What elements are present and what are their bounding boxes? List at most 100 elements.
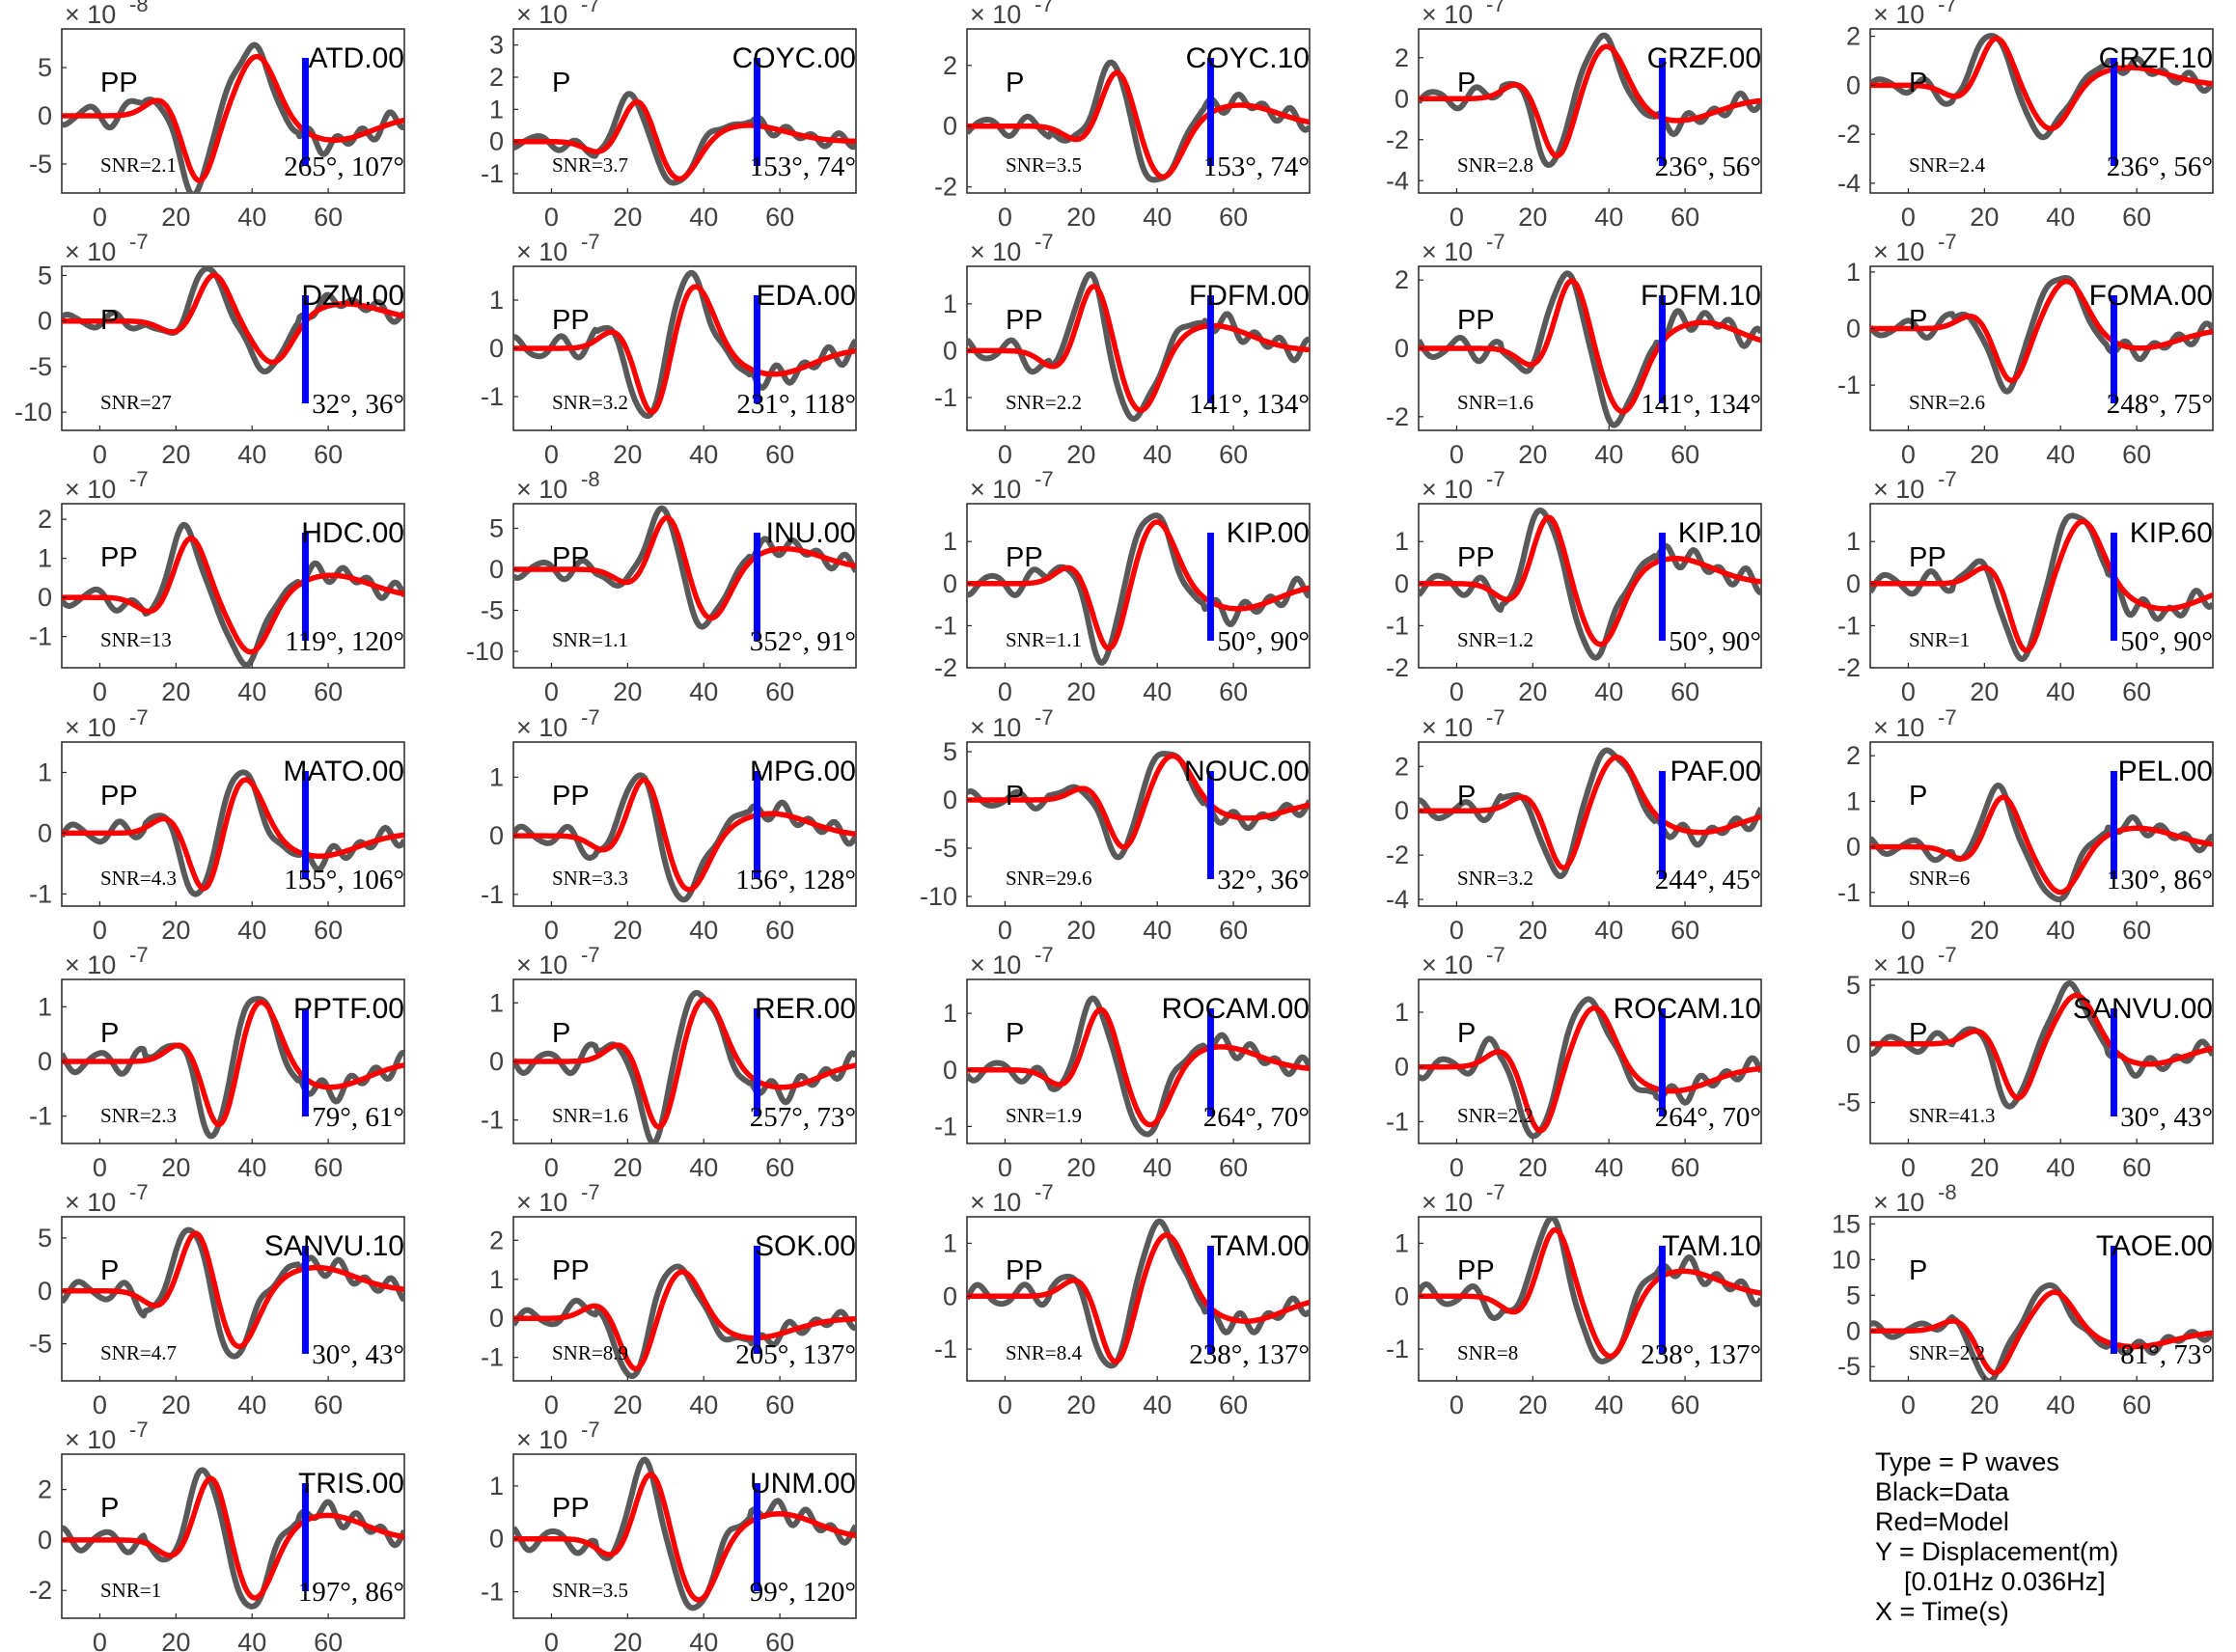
phase-label: PP [1457,1255,1495,1286]
phase-label: PP [100,781,138,812]
angles-label: 257°, 73° [750,1102,856,1133]
phase-label: P [100,1493,119,1524]
y-tick-label: 1 [489,286,504,315]
x-tick-label: 0 [1449,677,1464,706]
panel-rocam-10: 0 20 40 60 -1 0 1 × 10 -7 ROCAM.10 P SNR=2.2 264°, 7… [1386,943,1762,1182]
x-tick-label: 20 [1066,440,1095,469]
y-tick-label: -10 [466,637,504,666]
station-label: COYC.10 [1186,42,1310,74]
y-tick-label: 0 [1846,1030,1861,1059]
x-tick-label: 20 [1970,1153,1999,1182]
exponent-base: × 10 [516,713,567,742]
station-label: MPG.00 [750,756,856,787]
y-tick-label: 0 [1394,334,1409,363]
y-tick-label: 0 [1394,1053,1409,1082]
angles-label: 264°, 70° [1655,1102,1761,1133]
station-label: SANVU.00 [2073,993,2213,1025]
phase-label: PP [1909,542,1946,573]
station-label: SOK.00 [755,1230,856,1262]
y-tick-label: 1 [489,1472,504,1501]
y-tick-label: 0 [1846,70,1861,99]
exponent-base: × 10 [1422,0,1473,29]
x-tick-label: 40 [237,677,266,706]
panel-foma-00: 0 20 40 60 -1 0 1 × 10 -7 FOMA.00 P SNR=2.6 248°, 75… [1837,230,2214,469]
exponent-power: -7 [129,1180,149,1204]
model-trace [1419,514,1761,647]
y-tick-label: -1 [29,879,52,908]
x-tick-label: 60 [1670,203,1699,232]
exponent-base: × 10 [1422,237,1473,266]
y-tick-label: 1 [489,95,504,124]
arrival-marker [301,1008,309,1116]
panel-inu-00: 0 20 40 60 -10 -5 0 5 × 10 -8 INU.00 PP SNR=1.1 352°,… [466,467,857,706]
station-label: ATD.00 [309,42,404,74]
snr-label: SNR=27 [100,391,172,414]
data-trace [967,751,1310,861]
y-exponent: × 10 -7 [65,230,149,266]
x-tick-label: 20 [161,1390,190,1419]
exponent-power: -7 [1035,1180,1054,1204]
snr-label: SNR=41.3 [1909,1104,1995,1127]
x-tick-label: 60 [1219,916,1248,945]
y-tick-label: -1 [934,1112,957,1141]
station-label: ROCAM.10 [1614,993,1761,1025]
angles-label: 50°, 90° [2120,626,2213,657]
snr-label: SNR=29.6 [1006,867,1091,890]
phase-label: PP [1006,305,1043,336]
angles-label: 32°, 36° [312,389,404,420]
y-tick-label: 0 [1394,84,1409,113]
station-label: KIP.00 [1227,517,1310,549]
panel-coyc-10: 0 20 40 60 -2 0 2 × 10 -7 COYC.10 P SNR=3.5 153°, 74… [934,0,1311,232]
y-exponent: × 10 -7 [1422,943,1505,979]
y-exponent: × 10 -7 [516,943,600,979]
x-tick-label: 0 [544,1390,559,1419]
snr-label: SNR=6 [1909,867,1970,890]
model-trace [967,1006,1310,1128]
y-tick-label: 0 [943,1281,957,1310]
exponent-power: -7 [1938,0,1957,16]
x-tick-label: 20 [1518,440,1547,469]
panel-sok-00: 0 20 40 60 -1 0 1 2 × 10 -7 SOK.00 PP SNR=8.9 205°, 1… [481,1180,857,1419]
x-tick-label: 40 [689,916,718,945]
arrival-marker [753,295,760,403]
arrival-marker [1658,533,1666,641]
model-trace [513,514,856,621]
y-exponent: × 10 -8 [65,0,149,29]
panel-paf-00: 0 20 40 60 -4 -2 0 2 × 10 -7 PAF.00 P SNR=3.2 244°, 4… [1386,705,1762,945]
x-tick-label: 60 [765,203,794,232]
snr-label: SNR=8 [1457,1341,1518,1364]
arrival-marker [301,58,309,166]
angles-label: 155°, 106° [284,865,404,895]
station-label: EDA.00 [757,280,856,312]
exponent-base: × 10 [970,950,1021,979]
model-trace [513,98,856,182]
panel-crzf-00: 0 20 40 60 -4 -2 0 2 × 10 -7 CRZF.00 P SNR=2.8 236°, … [1386,0,1762,232]
y-exponent: × 10 -7 [1422,230,1505,266]
x-tick-label: 60 [2122,440,2151,469]
x-tick-label: 60 [1219,677,1248,706]
y-tick-label: 2 [1846,22,1861,51]
x-tick-label: 60 [1219,203,1248,232]
arrival-marker [2110,533,2117,641]
panel-kip-60: 0 20 40 60 -2 -1 0 1 × 10 -7 KIP.60 PP SNR=1 50°, 90° [1837,467,2214,706]
x-tick-label: 40 [1143,203,1172,232]
x-tick-label: 20 [1970,440,1999,469]
x-tick-label: 20 [613,440,642,469]
arrival-marker [301,1246,309,1354]
angles-label: 236°, 56° [1655,151,1761,182]
y-tick-label: -1 [1386,611,1409,640]
x-tick-label: 0 [998,916,1012,945]
panel-tam-00: 0 20 40 60 -1 0 1 × 10 -7 TAM.00 PP SNR=8.4 238°, 13… [934,1180,1311,1419]
station-label: PAF.00 [1670,756,1762,787]
exponent-base: × 10 [516,237,567,266]
snr-label: SNR=3.5 [552,1579,628,1602]
model-trace [513,1472,856,1603]
legend-line: [0.01Hz 0.036Hz] [1875,1567,2106,1596]
snr-label: SNR=2.1 [100,153,177,177]
angles-label: 265°, 107° [284,151,404,182]
y-tick-label: 1 [38,544,52,573]
panel-mpg-00: 0 20 40 60 -1 0 1 × 10 -7 MPG.00 PP SNR=3.3 156°, 12… [481,705,857,945]
angles-label: 248°, 75° [2107,389,2213,420]
x-tick-label: 40 [689,203,718,232]
x-tick-label: 40 [2046,440,2075,469]
